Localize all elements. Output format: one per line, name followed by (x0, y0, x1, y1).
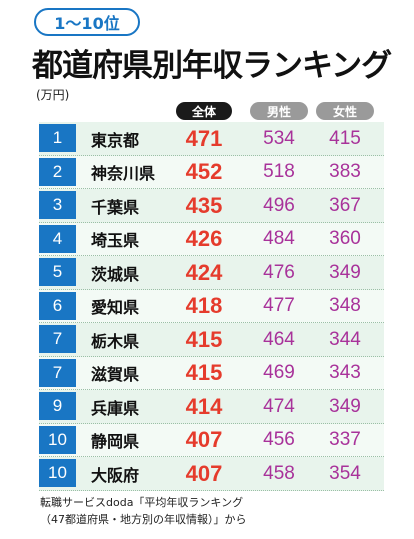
rank-badge: 4 (39, 224, 76, 253)
prefecture-name: 栃木県 (91, 331, 140, 351)
total-income: 415 (185, 360, 223, 385)
source-line-2: （47都道府県・地方別の年収情報）」から (40, 513, 247, 526)
female-income: 367 (329, 194, 361, 216)
total-income: 414 (185, 393, 223, 419)
female-income: 344 (329, 328, 361, 350)
table-row: 5 茨城県 424 476 349 (39, 256, 384, 290)
female-income: 337 (329, 429, 361, 450)
total-income: 471 (185, 125, 223, 151)
female-income: 343 (329, 362, 361, 383)
rank-badge: 5 (39, 258, 76, 286)
table-row: 3 千葉県 435 496 367 (39, 189, 384, 223)
female-income: 349 (329, 261, 361, 283)
prefecture-name: 埼玉県 (91, 231, 140, 250)
range-badge: 1～10位 (34, 8, 140, 36)
prefecture-name: 東京都 (91, 130, 140, 150)
total-income: 424 (185, 259, 223, 285)
table-row: 4 埼玉県 426 484 360 (39, 222, 384, 256)
rank-badge: 7 (39, 325, 76, 353)
rank-badge: 7 (39, 358, 76, 387)
total-income: 415 (185, 326, 223, 352)
total-income: 452 (185, 159, 223, 184)
source-note: 転職サービスdoda「平均年収ランキング （47都道府県・地方別の年収情報）」か… (40, 494, 247, 528)
rank-badge: 1 (39, 124, 76, 152)
male-income: 484 (263, 228, 295, 249)
female-income: 348 (329, 295, 361, 316)
source-line-1: 転職サービスdoda「平均年収ランキング (40, 496, 244, 509)
table-row: 6 愛知県 418 477 348 (39, 289, 384, 323)
unit-label: (万円) (36, 88, 70, 102)
total-income: 418 (185, 293, 223, 318)
column-header-female: 女性 (316, 102, 374, 120)
column-header-male: 男性 (250, 102, 308, 120)
prefecture-name: 滋賀県 (91, 365, 140, 384)
table-row: 9 兵庫県 414 474 349 (39, 390, 384, 424)
total-income: 407 (185, 460, 223, 486)
female-income: 383 (329, 161, 361, 182)
male-income: 474 (263, 395, 295, 417)
female-income: 349 (329, 395, 361, 417)
prefecture-name: 千葉県 (91, 197, 140, 217)
female-income: 354 (329, 462, 361, 484)
column-header-total: 全体 (176, 102, 232, 120)
male-income: 477 (263, 295, 295, 316)
table-row: 2 神奈川県 452 518 383 (39, 155, 384, 189)
rank-badge: 10 (39, 459, 76, 487)
male-income: 469 (263, 362, 295, 383)
rank-badge: 9 (39, 392, 76, 420)
page-title: 都道府県別年収ランキング (32, 48, 392, 84)
total-income: 426 (185, 226, 223, 251)
rank-badge: 2 (39, 157, 76, 186)
male-income: 534 (263, 127, 295, 149)
ranking-table: 1 東京都 471 534 415 2 神奈川県 452 518 383 3 千葉県 435 496 367… (39, 122, 384, 491)
rank-badge: 6 (39, 291, 76, 320)
table-row: 7 滋賀県 415 469 343 (39, 356, 384, 390)
total-income: 407 (185, 427, 223, 452)
table-row: 7 栃木県 415 464 344 (39, 323, 384, 357)
rank-badge: 3 (39, 191, 76, 219)
female-income: 415 (329, 127, 361, 149)
male-income: 456 (263, 429, 295, 450)
table-row: 10 大阪府 407 458 354 (39, 457, 384, 491)
male-income: 496 (263, 194, 295, 216)
prefecture-name: 茨城県 (91, 264, 140, 284)
prefecture-name: 大阪府 (91, 465, 140, 485)
table-row: 1 東京都 471 534 415 (39, 122, 384, 156)
prefecture-name: 静岡県 (91, 432, 140, 451)
male-income: 458 (263, 462, 295, 484)
total-income: 435 (185, 192, 223, 218)
male-income: 518 (263, 161, 295, 182)
prefecture-name: 兵庫県 (91, 398, 140, 418)
rank-badge: 10 (39, 425, 76, 454)
female-income: 360 (329, 228, 361, 249)
prefecture-name: 神奈川県 (91, 164, 156, 183)
male-income: 464 (263, 328, 295, 350)
table-row: 10 静岡県 407 456 337 (39, 423, 384, 457)
male-income: 476 (263, 261, 295, 283)
prefecture-name: 愛知県 (91, 298, 140, 317)
